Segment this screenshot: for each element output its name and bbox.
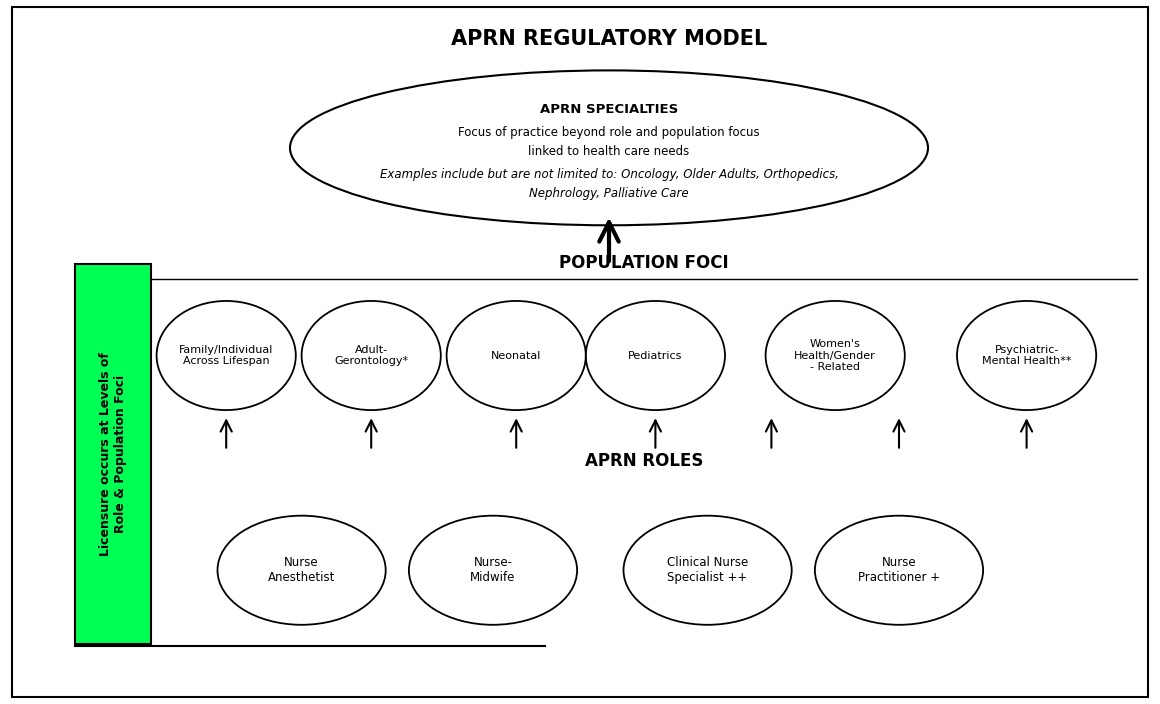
Text: Nurse
Practitioner +: Nurse Practitioner + xyxy=(858,556,940,584)
Text: Adult-
Gerontology*: Adult- Gerontology* xyxy=(334,345,408,366)
Text: Women's
Health/Gender
- Related: Women's Health/Gender - Related xyxy=(795,339,876,372)
Text: Family/Individual
Across Lifespan: Family/Individual Across Lifespan xyxy=(179,345,274,366)
Text: Nephrology, Palliative Care: Nephrology, Palliative Care xyxy=(529,187,689,200)
Text: Pediatrics: Pediatrics xyxy=(629,351,682,360)
FancyBboxPatch shape xyxy=(75,264,151,644)
Text: linked to health care needs: linked to health care needs xyxy=(528,145,690,158)
Text: APRN ROLES: APRN ROLES xyxy=(585,452,703,470)
Text: Nurse
Anesthetist: Nurse Anesthetist xyxy=(268,556,335,584)
Text: Neonatal: Neonatal xyxy=(491,351,542,360)
Text: Examples include but are not limited to: Oncology, Older Adults, Orthopedics,: Examples include but are not limited to:… xyxy=(379,168,839,181)
FancyBboxPatch shape xyxy=(12,7,1148,697)
Text: POPULATION FOCI: POPULATION FOCI xyxy=(559,254,728,272)
Text: Nurse-
Midwife: Nurse- Midwife xyxy=(470,556,516,584)
Text: Psychiatric-
Mental Health**: Psychiatric- Mental Health** xyxy=(981,345,1072,366)
Text: Clinical Nurse
Specialist ++: Clinical Nurse Specialist ++ xyxy=(667,556,748,584)
Text: APRN REGULATORY MODEL: APRN REGULATORY MODEL xyxy=(451,29,767,49)
Text: Licensure occurs at Levels of
Role & Population Foci: Licensure occurs at Levels of Role & Pop… xyxy=(99,352,128,556)
Text: APRN SPECIALTIES: APRN SPECIALTIES xyxy=(539,103,679,115)
Text: Focus of practice beyond role and population focus: Focus of practice beyond role and popula… xyxy=(458,126,760,139)
